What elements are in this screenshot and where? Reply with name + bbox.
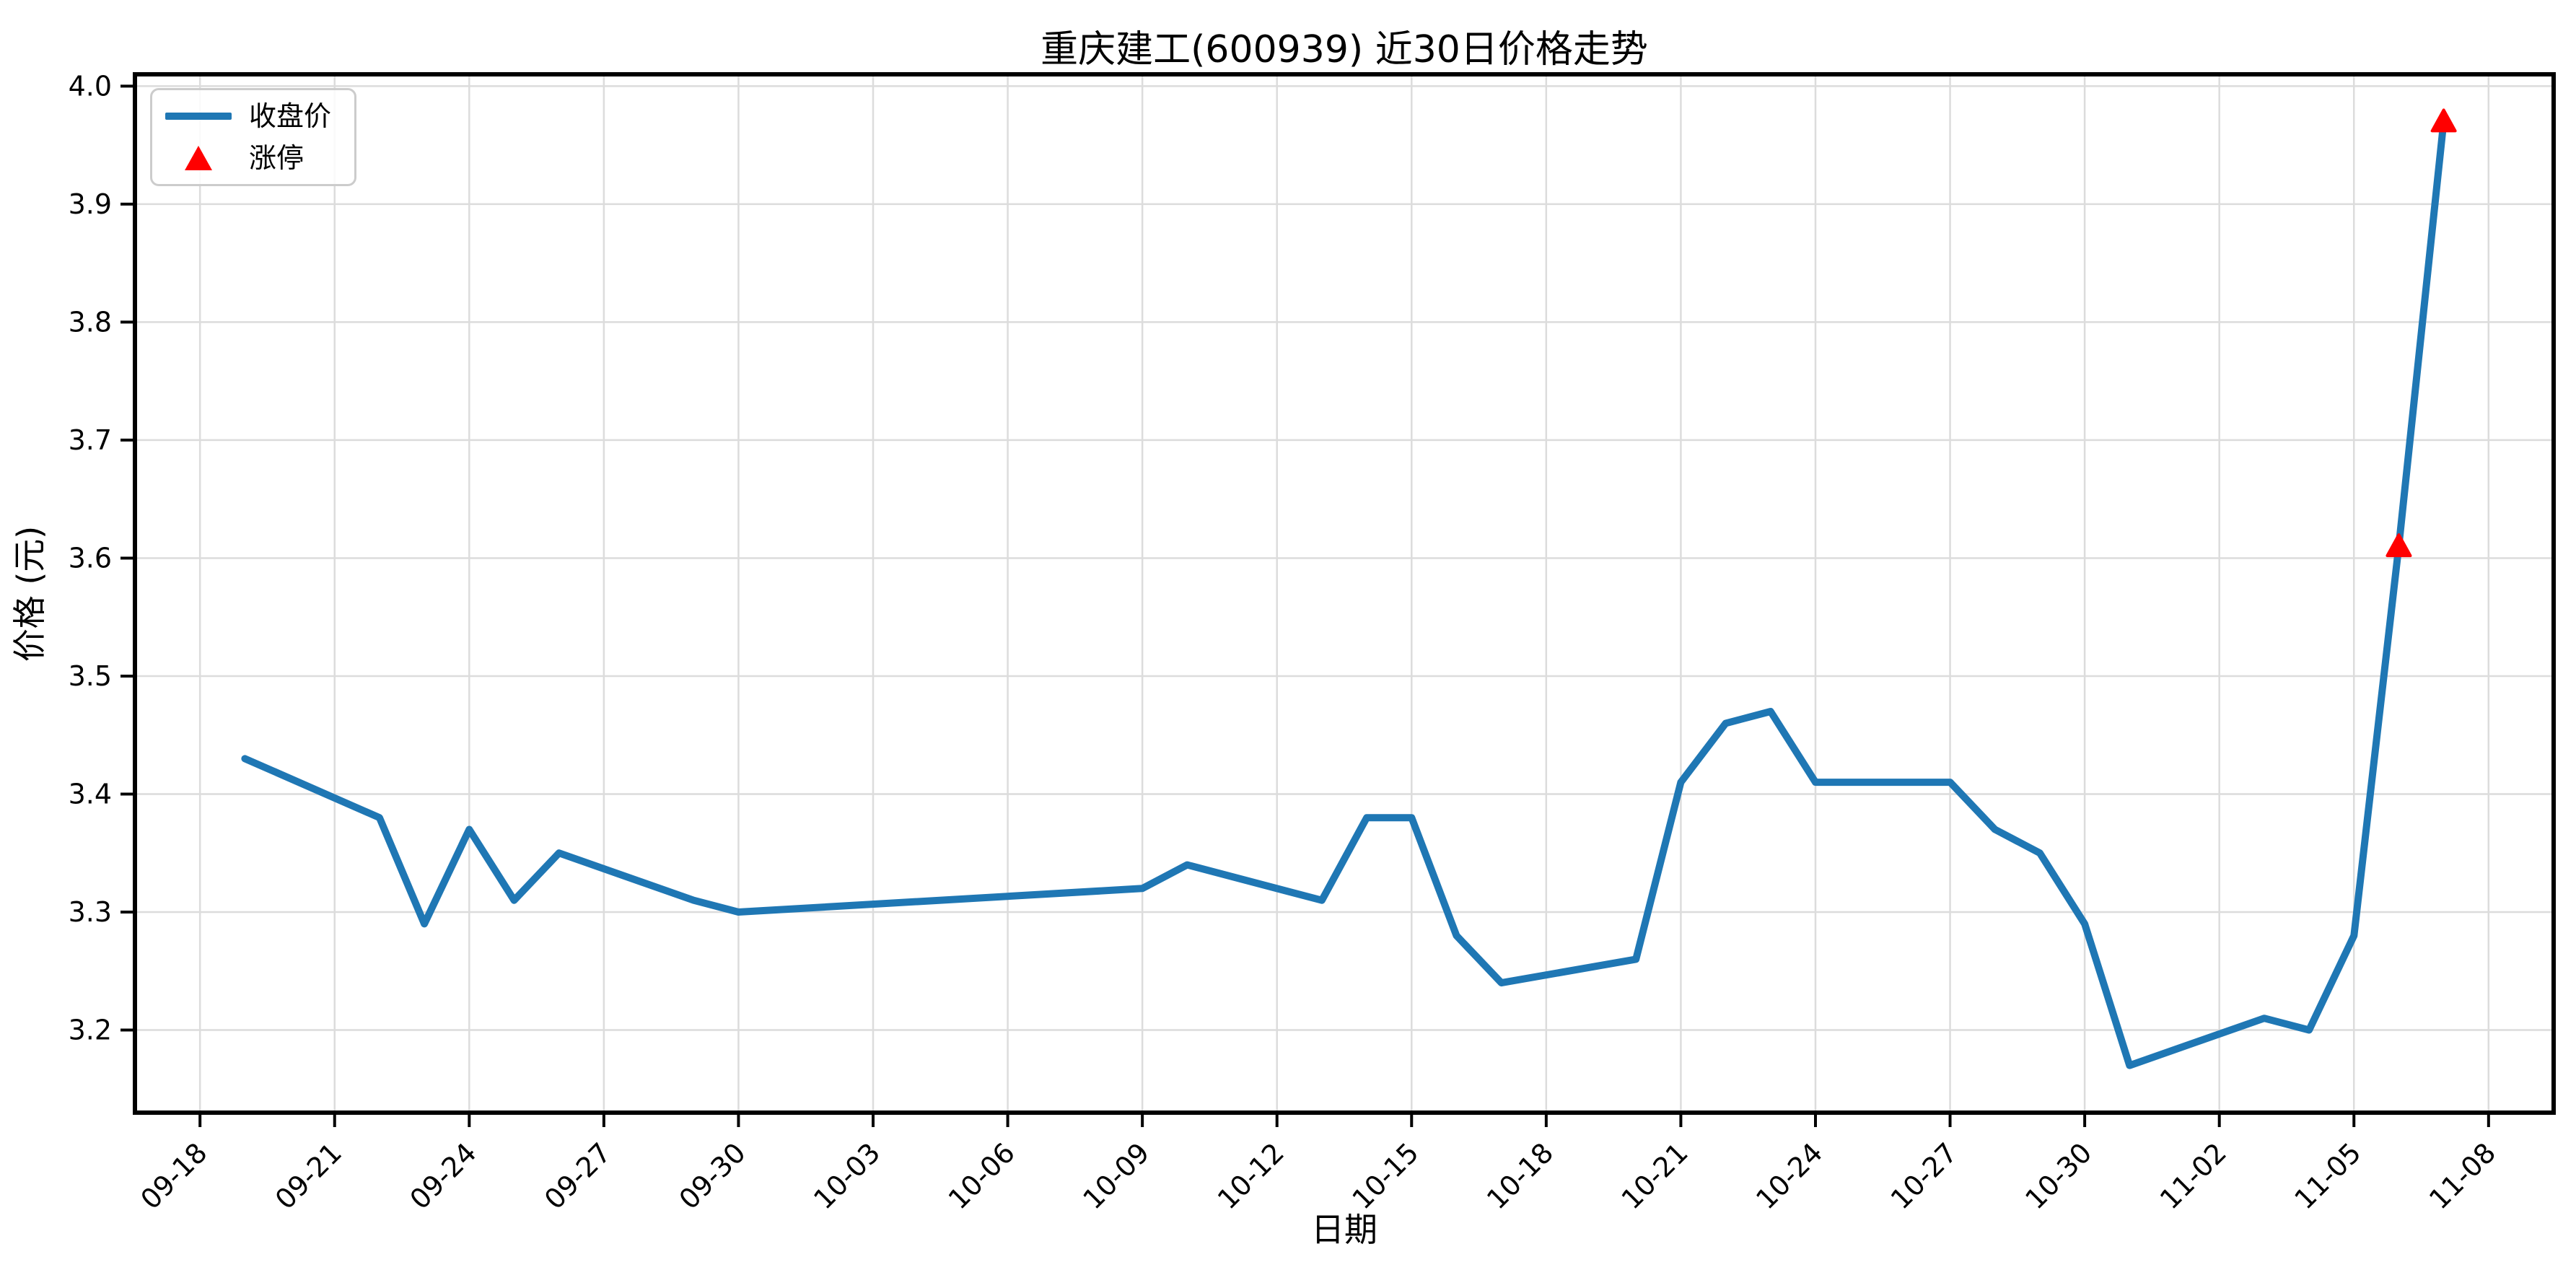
svg-text:4.0: 4.0 [69, 70, 112, 102]
svg-text:10-03: 10-03 [807, 1136, 886, 1215]
svg-text:10-06: 10-06 [942, 1136, 1021, 1215]
y-tick-labels: 3.2 3.3 3.4 3.5 3.6 3.7 3.8 3.9 4.0 [69, 70, 112, 1046]
x-axis-ticks [198, 1113, 2490, 1127]
svg-text:3.9: 3.9 [69, 188, 112, 220]
svg-text:3.8: 3.8 [69, 306, 112, 338]
svg-text:10-18: 10-18 [1481, 1136, 1559, 1215]
svg-text:10-09: 10-09 [1077, 1136, 1155, 1215]
svg-text:3.2: 3.2 [69, 1015, 112, 1046]
svg-text:3.4: 3.4 [69, 778, 112, 810]
limit-up-markers [2386, 108, 2457, 558]
svg-text:09-24: 09-24 [403, 1136, 482, 1215]
svg-text:10-12: 10-12 [1212, 1136, 1290, 1215]
close-price-line [241, 118, 2448, 1069]
svg-text:09-30: 09-30 [673, 1136, 752, 1215]
limit-up-triangle-icon [2386, 533, 2412, 558]
svg-text:10-27: 10-27 [1885, 1136, 1963, 1215]
svg-text:3.6: 3.6 [69, 542, 112, 574]
svg-text:3.3: 3.3 [69, 896, 112, 928]
svg-text:11-05: 11-05 [2288, 1136, 2367, 1215]
close-line-icon [165, 113, 232, 120]
svg-text:09-21: 09-21 [269, 1136, 348, 1215]
legend-item-close: 收盘价 [165, 100, 341, 132]
gridlines [135, 74, 2554, 1113]
svg-text:09-18: 09-18 [134, 1136, 213, 1215]
svg-text:09-27: 09-27 [538, 1136, 617, 1215]
x-axis-label: 日期 [1311, 1210, 1377, 1249]
svg-text:10-24: 10-24 [1750, 1136, 1828, 1215]
legend-label-limit-up: 涨停 [249, 142, 305, 174]
limit-up-triangle-icon [2430, 108, 2457, 133]
y-axis-ticks [121, 84, 135, 1032]
svg-text:11-02: 11-02 [2154, 1136, 2233, 1215]
legend-label-close: 收盘价 [249, 100, 332, 132]
svg-text:10-30: 10-30 [2019, 1136, 2098, 1215]
legend: 收盘价 涨停 [150, 88, 356, 186]
svg-text:11-08: 11-08 [2423, 1136, 2502, 1215]
y-axis-label: 价格 (元) [10, 525, 49, 662]
svg-text:3.5: 3.5 [69, 660, 112, 692]
legend-item-limit-up: 涨停 [165, 142, 341, 174]
chart-title: 重庆建工(600939) 近30日价格走势 [1041, 28, 1648, 71]
svg-text:3.7: 3.7 [69, 424, 112, 456]
limit-up-triangle-icon [165, 146, 232, 170]
svg-text:10-21: 10-21 [1616, 1136, 1694, 1215]
plot-border [133, 72, 2556, 1115]
